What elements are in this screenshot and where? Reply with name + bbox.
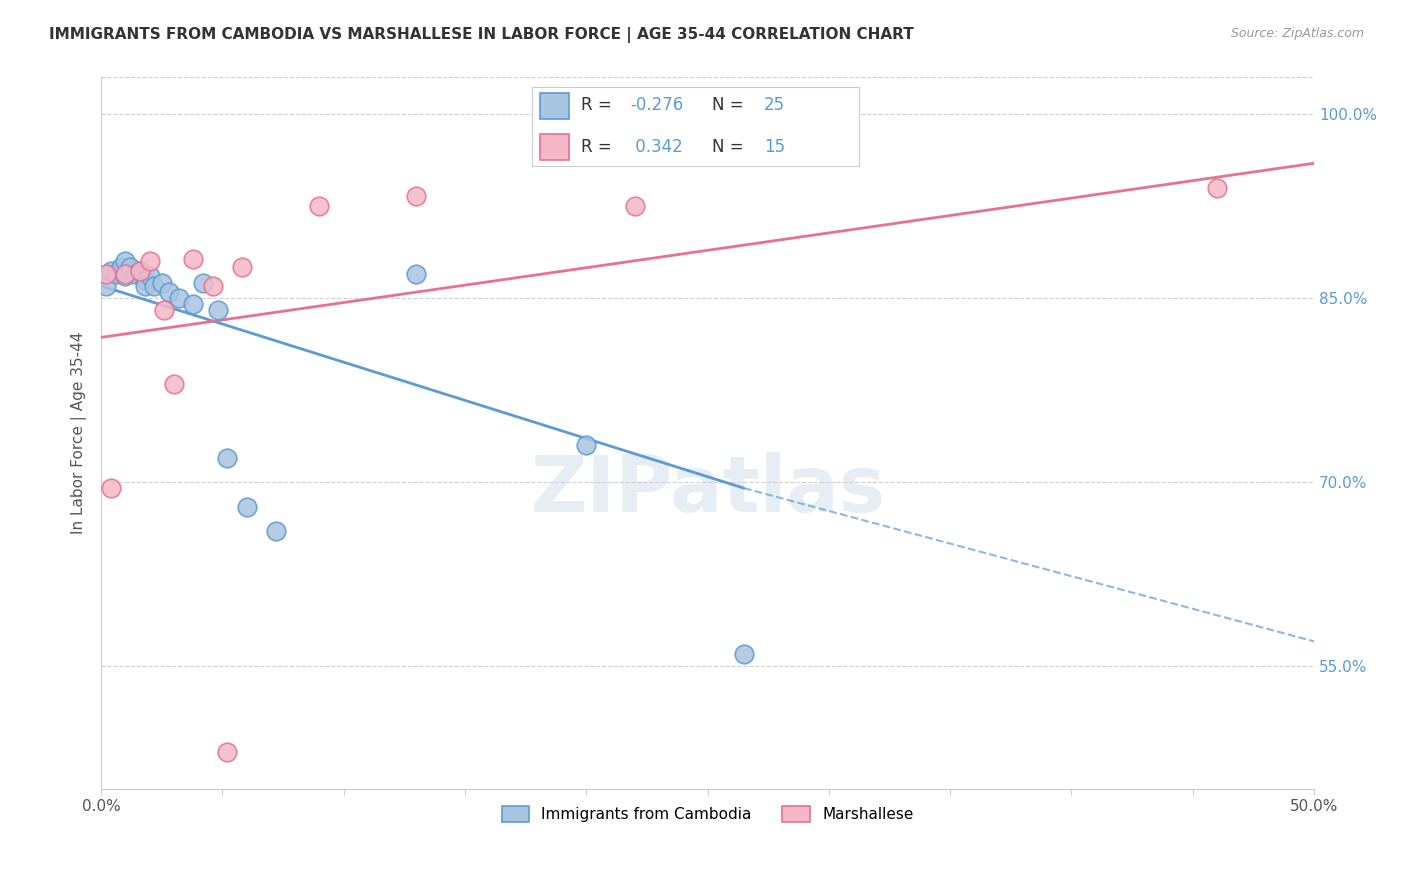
- Point: [308, 199, 330, 213]
- Point: [100, 481, 122, 495]
- Point: [1206, 181, 1229, 195]
- Point: [114, 267, 136, 281]
- Point: [157, 285, 180, 299]
- Point: [181, 252, 204, 266]
- Point: [129, 264, 152, 278]
- Point: [129, 264, 152, 278]
- Point: [134, 278, 156, 293]
- Point: [120, 260, 142, 275]
- Point: [114, 268, 136, 283]
- Point: [231, 260, 253, 275]
- Point: [191, 277, 214, 291]
- Y-axis label: In Labor Force | Age 35-44: In Labor Force | Age 35-44: [72, 332, 87, 534]
- Point: [134, 273, 156, 287]
- Point: [163, 376, 186, 391]
- Point: [235, 500, 257, 514]
- Point: [100, 264, 122, 278]
- Point: [153, 303, 176, 318]
- Point: [264, 524, 287, 538]
- Text: Source: ZipAtlas.com: Source: ZipAtlas.com: [1230, 27, 1364, 40]
- Point: [575, 438, 598, 452]
- Point: [733, 647, 755, 661]
- Point: [201, 278, 224, 293]
- Text: IMMIGRANTS FROM CAMBODIA VS MARSHALLESE IN LABOR FORCE | AGE 35-44 CORRELATION C: IMMIGRANTS FROM CAMBODIA VS MARSHALLESE …: [49, 27, 914, 43]
- Point: [181, 297, 204, 311]
- Point: [138, 268, 160, 283]
- Point: [104, 267, 127, 281]
- Point: [217, 745, 239, 759]
- Point: [143, 278, 166, 293]
- Point: [624, 199, 647, 213]
- Point: [114, 254, 136, 268]
- Point: [124, 267, 146, 281]
- Point: [94, 267, 117, 281]
- Point: [217, 450, 239, 465]
- Point: [138, 254, 160, 268]
- Point: [405, 189, 427, 203]
- Point: [150, 277, 173, 291]
- Point: [405, 267, 427, 281]
- Point: [167, 291, 190, 305]
- Point: [110, 260, 132, 275]
- Legend: Immigrants from Cambodia, Marshallese: Immigrants from Cambodia, Marshallese: [489, 794, 925, 834]
- Point: [207, 303, 229, 318]
- Point: [94, 278, 117, 293]
- Text: ZIPatlas: ZIPatlas: [530, 452, 886, 528]
